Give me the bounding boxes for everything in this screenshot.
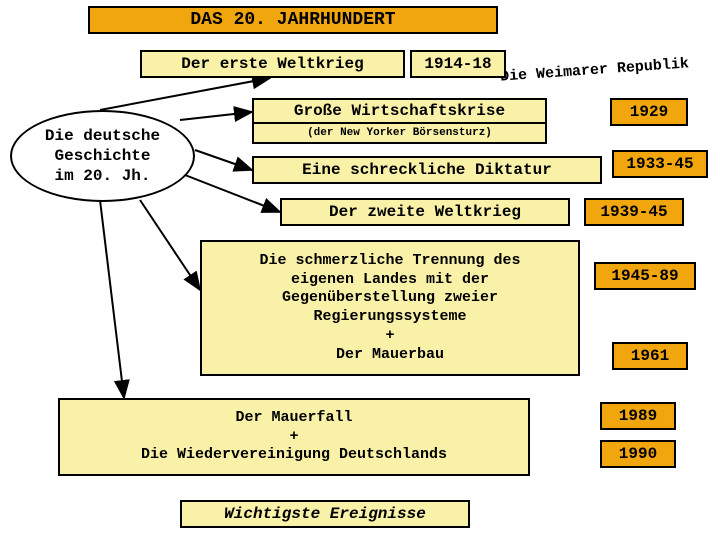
event-date-text: 1945-89: [611, 267, 678, 285]
event-date: 1933-45: [612, 150, 708, 178]
event-label-text: Die schmerzliche Trennung des eigenen La…: [259, 252, 520, 365]
page-title: DAS 20. JAHRHUNDERT: [88, 6, 498, 34]
event-label-text: Große Wirtschaftskrise: [294, 101, 505, 121]
event-date: 1990: [600, 440, 676, 468]
event-date-text: 1961: [631, 347, 669, 365]
event-date-text: 1989: [619, 407, 657, 425]
event-date-text: 1914-18: [424, 55, 491, 73]
event-date-text: 1933-45: [626, 155, 693, 173]
event-date: 1945-89: [594, 262, 696, 290]
page-title-text: DAS 20. JAHRHUNDERT: [190, 10, 395, 30]
event-label-text: Der Mauerfall + Die Wiedervereinigung De…: [141, 409, 447, 465]
event-label: Der zweite Weltkrieg: [280, 198, 570, 226]
event-date-text: 1990: [619, 445, 657, 463]
connector-line: [100, 200, 124, 398]
event-label: Der erste Weltkrieg: [140, 50, 405, 78]
event-label: Große Wirtschaftskrise: [252, 98, 547, 124]
weimar-stamp-text: Die Weimarer Republik: [500, 55, 690, 85]
connector-line: [100, 78, 270, 110]
event-sublabel: (der New Yorker Börsensturz): [252, 124, 547, 144]
event-sublabel-text: (der New Yorker Börsensturz): [307, 127, 492, 139]
event-date: 1914-18: [410, 50, 506, 78]
event-date: 1929: [610, 98, 688, 126]
event-date: 1961: [612, 342, 688, 370]
event-date-text: 1929: [630, 103, 668, 121]
event-date: 1939-45: [584, 198, 684, 226]
connector-line: [180, 112, 252, 120]
footer-caption: Wichtigste Ereignisse: [180, 500, 470, 528]
event-label-text: Der zweite Weltkrieg: [329, 202, 521, 222]
connector-line: [195, 150, 252, 170]
event-label: Die schmerzliche Trennung des eigenen La…: [200, 240, 580, 376]
event-date-text: 1939-45: [600, 203, 667, 221]
hub-node: Die deutsche Geschichte im 20. Jh.: [10, 110, 195, 202]
weimar-stamp: Die Weimarer Republik: [500, 55, 690, 85]
event-label: Der Mauerfall + Die Wiedervereinigung De…: [58, 398, 530, 476]
event-label: Eine schreckliche Diktatur: [252, 156, 602, 184]
hub-label: Die deutsche Geschichte im 20. Jh.: [45, 126, 160, 186]
connector-line: [140, 200, 200, 290]
event-date: 1989: [600, 402, 676, 430]
footer-text: Wichtigste Ereignisse: [224, 505, 426, 523]
event-label-text: Der erste Weltkrieg: [181, 54, 363, 74]
event-label-text: Eine schreckliche Diktatur: [302, 160, 552, 180]
